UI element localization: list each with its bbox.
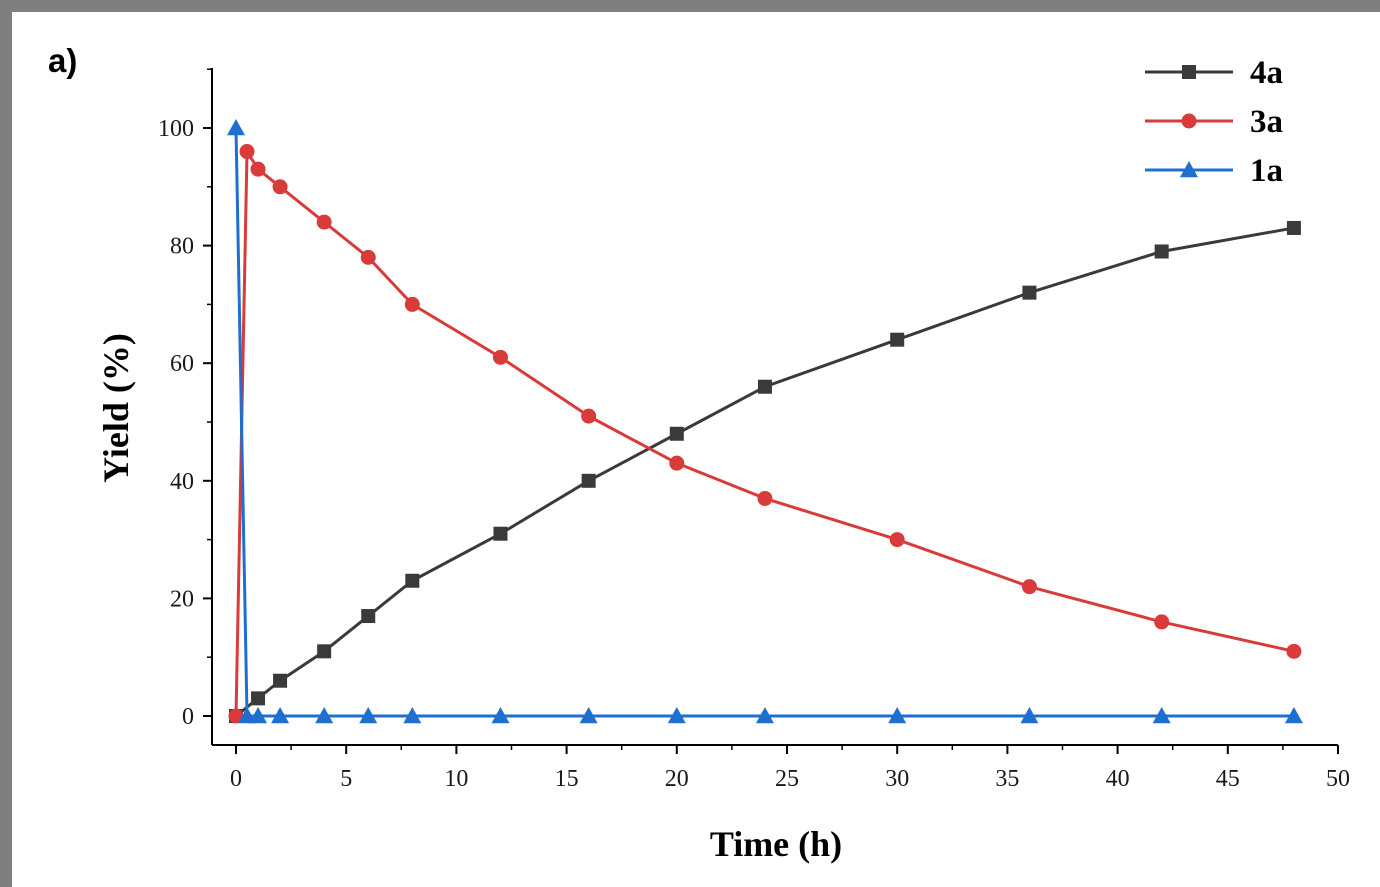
data-point-1a [1152, 707, 1171, 724]
legend-item-1a: 1a [1145, 153, 1283, 189]
y-tick-label: 80 [170, 234, 194, 260]
series-line-3a [234, 150, 1295, 717]
data-point-4a [1022, 285, 1037, 300]
data-point-4a [317, 644, 332, 659]
y-tick-label: 0 [182, 704, 194, 730]
x-tick-label: 15 [555, 766, 579, 792]
data-point-1a [359, 707, 378, 724]
data-point-1a [403, 707, 422, 724]
legend-swatch-marker [1180, 161, 1198, 178]
legend-label: 3a [1250, 104, 1283, 140]
x-axis-title: Time (h) [710, 824, 842, 864]
y-tick-label: 40 [170, 469, 194, 495]
data-point-3a [272, 179, 288, 195]
x-tick-label: 50 [1326, 766, 1350, 792]
data-point-4a [361, 609, 376, 624]
x-tick-label: 45 [1216, 766, 1240, 792]
data-point-3a [316, 214, 332, 230]
x-tick-label: 5 [340, 766, 352, 792]
y-tick-label: 100 [158, 116, 194, 142]
series-1a [227, 119, 1303, 724]
data-point-1a [1284, 707, 1303, 724]
data-point-3a [239, 144, 255, 160]
legend-item-3a: 3a [1145, 104, 1283, 140]
panel-label: a) [48, 42, 78, 79]
data-point-3a [757, 490, 773, 506]
data-point-4a [1286, 220, 1301, 235]
data-point-4a [405, 573, 420, 588]
series-layer [227, 119, 1303, 724]
legend: 4a 3a 1a [1145, 55, 1283, 189]
data-point-3a [1286, 643, 1302, 659]
data-point-3a [492, 349, 508, 365]
y-tick-label: 20 [170, 586, 194, 612]
data-point-1a [249, 707, 268, 724]
data-point-4a [581, 473, 596, 488]
data-point-3a [1021, 579, 1037, 595]
data-point-1a [315, 707, 334, 724]
data-point-1a [579, 707, 598, 724]
data-point-4a [890, 332, 905, 347]
x-tick-label: 20 [665, 766, 689, 792]
data-point-3a [228, 708, 244, 724]
legend-swatch-marker [1182, 65, 1196, 79]
x-tick-label: 40 [1106, 766, 1130, 792]
data-point-3a [360, 249, 376, 265]
data-point-3a [669, 455, 685, 471]
data-point-1a [271, 707, 290, 724]
legend-label: 1a [1250, 153, 1283, 189]
series-line-1a [234, 127, 1294, 718]
x-tick-label: 35 [995, 766, 1019, 792]
data-point-4a [669, 426, 684, 441]
data-point-3a [581, 408, 597, 424]
data-point-3a [250, 161, 266, 177]
data-point-1a [755, 707, 774, 724]
data-point-1a [227, 119, 245, 136]
data-point-1a [1020, 707, 1039, 724]
y-axis-title: Yield (%) [96, 333, 136, 483]
x-tick-label: 10 [444, 766, 468, 792]
data-point-1a [491, 707, 510, 724]
legend-label: 4a [1250, 55, 1283, 91]
data-point-1a [888, 707, 907, 724]
y-tick-label: 60 [170, 351, 194, 377]
data-point-4a [1154, 244, 1169, 259]
x-tick-label: 30 [885, 766, 909, 792]
data-point-3a [1154, 614, 1170, 630]
data-point-4a [251, 691, 266, 706]
series-line-4a [235, 226, 1295, 718]
x-tick-label: 0 [230, 766, 242, 792]
data-point-4a [273, 673, 288, 688]
data-point-1a [667, 707, 686, 724]
data-point-3a [889, 532, 905, 548]
data-point-4a [757, 379, 772, 394]
legend-item-4a: 4a [1145, 55, 1283, 91]
series-3a [228, 144, 1302, 724]
data-point-4a [493, 526, 508, 541]
x-tick-label: 25 [775, 766, 799, 792]
axes: 0 5 10 15 20 25 30 35 40 45 50 0 20 40 60 80 100 [158, 68, 1350, 792]
data-point-3a [404, 296, 420, 312]
series-4a [229, 220, 1301, 723]
legend-swatch-marker [1181, 113, 1197, 129]
